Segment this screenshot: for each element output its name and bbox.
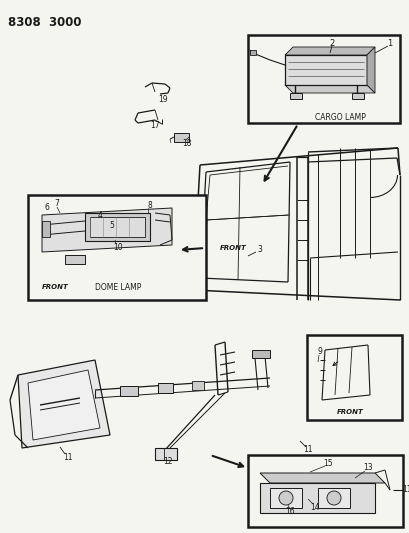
Text: 11: 11 bbox=[63, 453, 72, 462]
Bar bbox=[351, 93, 363, 99]
Bar bbox=[247, 455, 402, 527]
Text: 9: 9 bbox=[317, 348, 321, 357]
Circle shape bbox=[278, 491, 292, 505]
Text: FRONT: FRONT bbox=[336, 409, 362, 415]
Bar bbox=[284, 55, 366, 85]
Text: 2: 2 bbox=[328, 38, 334, 47]
Polygon shape bbox=[259, 483, 270, 510]
Bar bbox=[259, 483, 374, 513]
Text: 18: 18 bbox=[182, 139, 191, 148]
Bar bbox=[173, 133, 189, 142]
Bar bbox=[252, 350, 270, 358]
Bar bbox=[317, 488, 349, 508]
Bar bbox=[42, 221, 50, 237]
Bar bbox=[270, 488, 301, 508]
Bar bbox=[157, 383, 173, 393]
Polygon shape bbox=[18, 360, 110, 448]
Text: 11: 11 bbox=[303, 446, 312, 455]
Text: 16: 16 bbox=[285, 507, 294, 516]
Bar bbox=[120, 386, 138, 396]
Text: 19: 19 bbox=[158, 94, 167, 103]
Bar bbox=[85, 213, 150, 241]
Polygon shape bbox=[284, 85, 374, 93]
Text: 17: 17 bbox=[150, 122, 160, 131]
Text: FRONT: FRONT bbox=[220, 245, 246, 251]
Text: 13: 13 bbox=[362, 464, 372, 472]
Text: 8: 8 bbox=[147, 200, 152, 209]
Text: 5: 5 bbox=[109, 221, 114, 230]
Polygon shape bbox=[42, 208, 172, 252]
Bar bbox=[289, 93, 301, 99]
Text: 12: 12 bbox=[163, 457, 172, 466]
Text: 1: 1 bbox=[387, 38, 392, 47]
Text: 11: 11 bbox=[401, 486, 409, 495]
Bar bbox=[306, 335, 401, 420]
Text: CARGO LAMP: CARGO LAMP bbox=[314, 114, 364, 123]
Circle shape bbox=[326, 491, 340, 505]
Bar bbox=[90, 217, 145, 237]
Polygon shape bbox=[28, 370, 100, 440]
Text: 15: 15 bbox=[322, 458, 332, 467]
Bar bbox=[65, 255, 85, 264]
Bar bbox=[191, 381, 204, 390]
Text: 6: 6 bbox=[45, 204, 49, 213]
Polygon shape bbox=[284, 47, 374, 55]
Text: 10: 10 bbox=[113, 243, 123, 252]
Text: FRONT: FRONT bbox=[42, 284, 69, 290]
Bar bbox=[247, 35, 399, 123]
Text: 7: 7 bbox=[54, 199, 59, 208]
Bar bbox=[249, 50, 255, 55]
Text: 14: 14 bbox=[310, 503, 319, 512]
Text: 4: 4 bbox=[97, 211, 102, 220]
Bar bbox=[28, 195, 205, 300]
Text: 3: 3 bbox=[257, 246, 262, 254]
Bar bbox=[155, 448, 177, 460]
Polygon shape bbox=[259, 473, 384, 483]
Text: 8308  3000: 8308 3000 bbox=[8, 15, 81, 28]
Polygon shape bbox=[366, 47, 374, 93]
Text: DOME LAMP: DOME LAMP bbox=[95, 282, 141, 292]
